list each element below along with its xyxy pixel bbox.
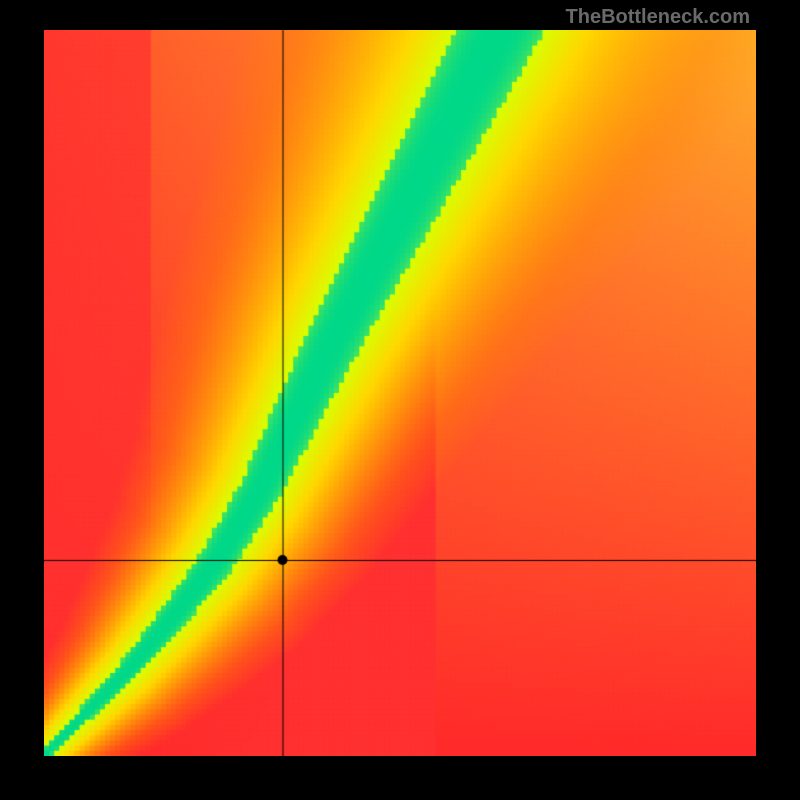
bottleneck-heatmap	[44, 30, 756, 756]
watermark-text: TheBottleneck.com	[566, 6, 750, 29]
heatmap-canvas	[44, 30, 756, 756]
